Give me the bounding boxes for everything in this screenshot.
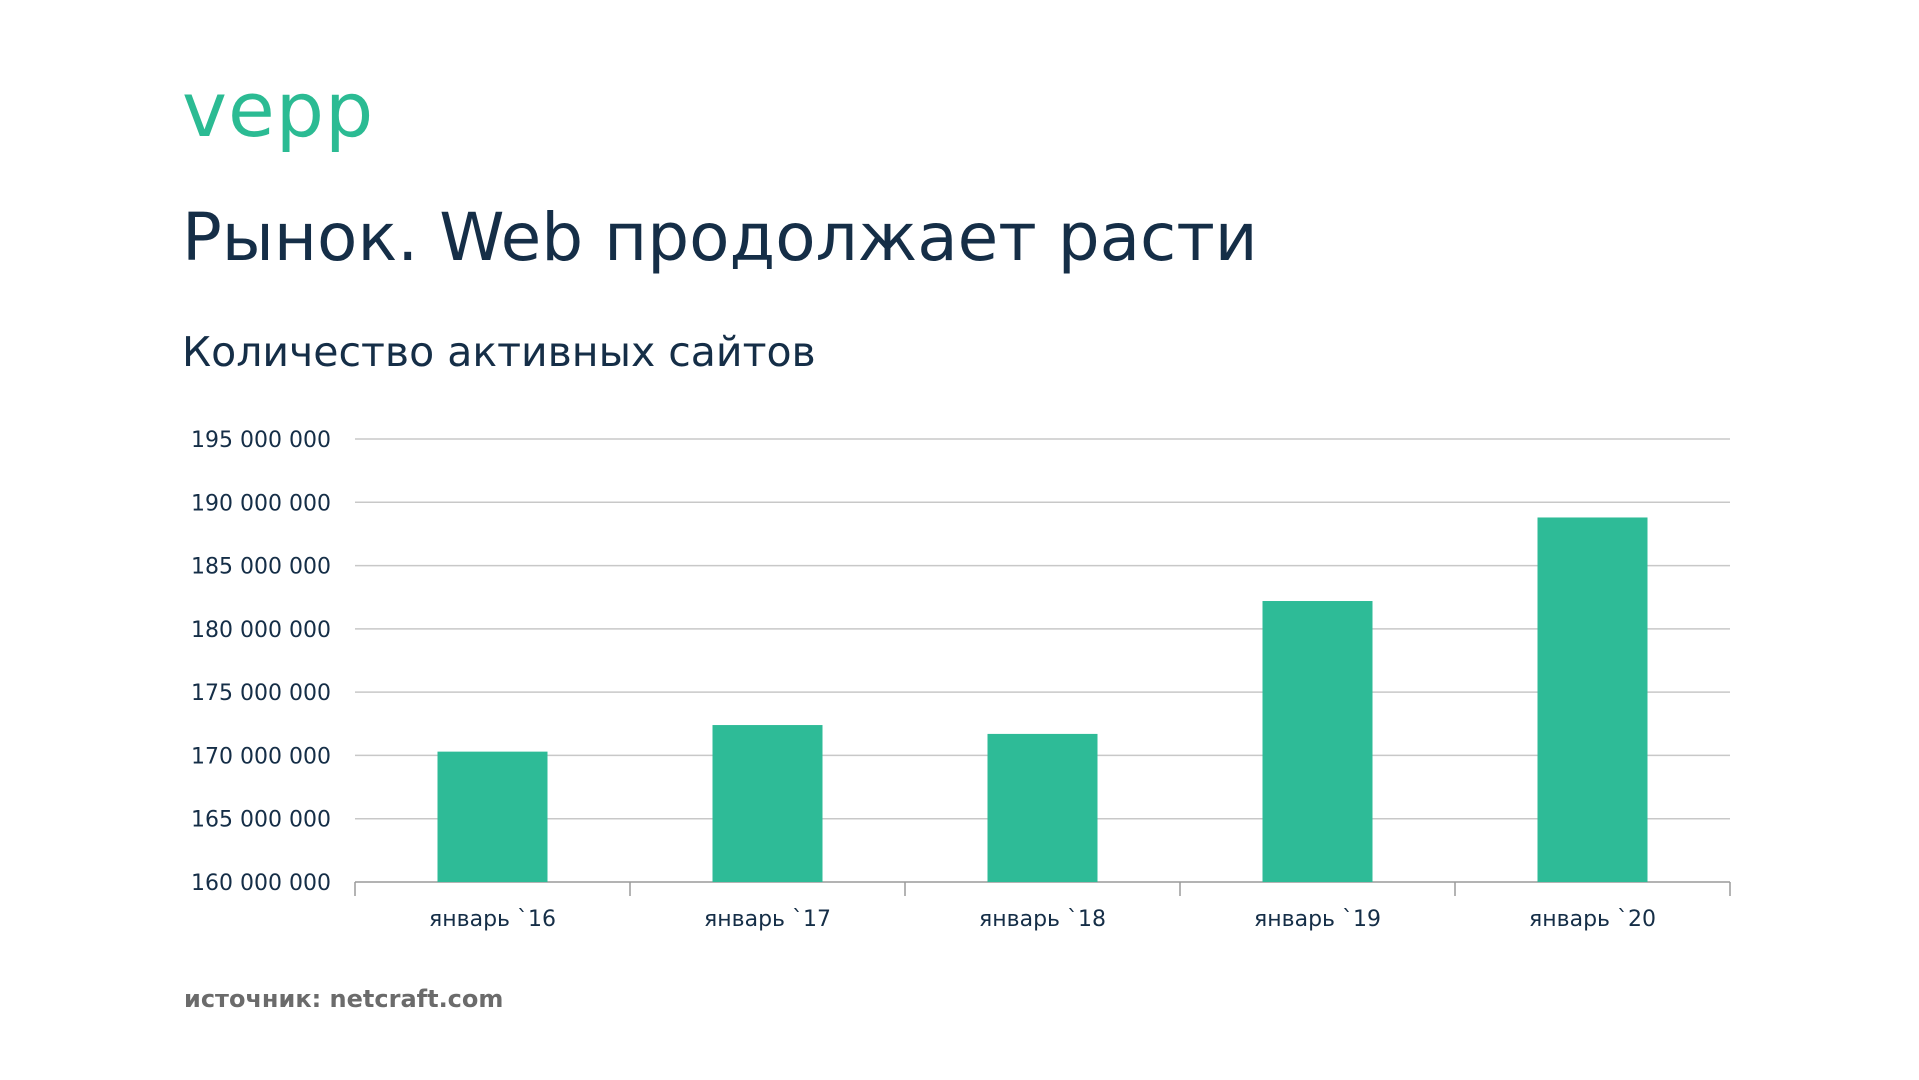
bar: [1262, 601, 1373, 882]
bar: [437, 751, 548, 882]
bar: [712, 725, 823, 882]
y-tick-label: 190 000 000: [191, 491, 331, 516]
y-tick-label: 185 000 000: [191, 555, 331, 580]
source-note: источник: netcraft.com: [184, 985, 504, 1013]
y-tick-label: 160 000 000: [191, 871, 331, 896]
slide-title: Рынок. Web продолжает расти: [182, 199, 1258, 276]
y-tick-label: 175 000 000: [191, 681, 331, 706]
bar: [1537, 517, 1648, 882]
y-tick-label: 170 000 000: [191, 744, 331, 769]
x-tick-label: январь `20: [1529, 907, 1656, 932]
x-tick-label: январь `18: [979, 907, 1106, 932]
y-tick-label: 165 000 000: [191, 808, 331, 833]
x-tick-label: январь `19: [1254, 907, 1381, 932]
vepp-logo: vepp: [182, 65, 375, 154]
x-tick-label: январь `17: [704, 907, 831, 932]
chart-subtitle: Количество активных сайтов: [182, 328, 816, 376]
y-tick-label: 180 000 000: [191, 618, 331, 643]
y-tick-label: 195 000 000: [191, 428, 331, 453]
x-tick-label: январь `16: [429, 907, 556, 932]
bar: [987, 733, 1098, 882]
bar-chart: 160 000 000 165 000 000 170 000 000 175 000…: [191, 428, 1731, 932]
